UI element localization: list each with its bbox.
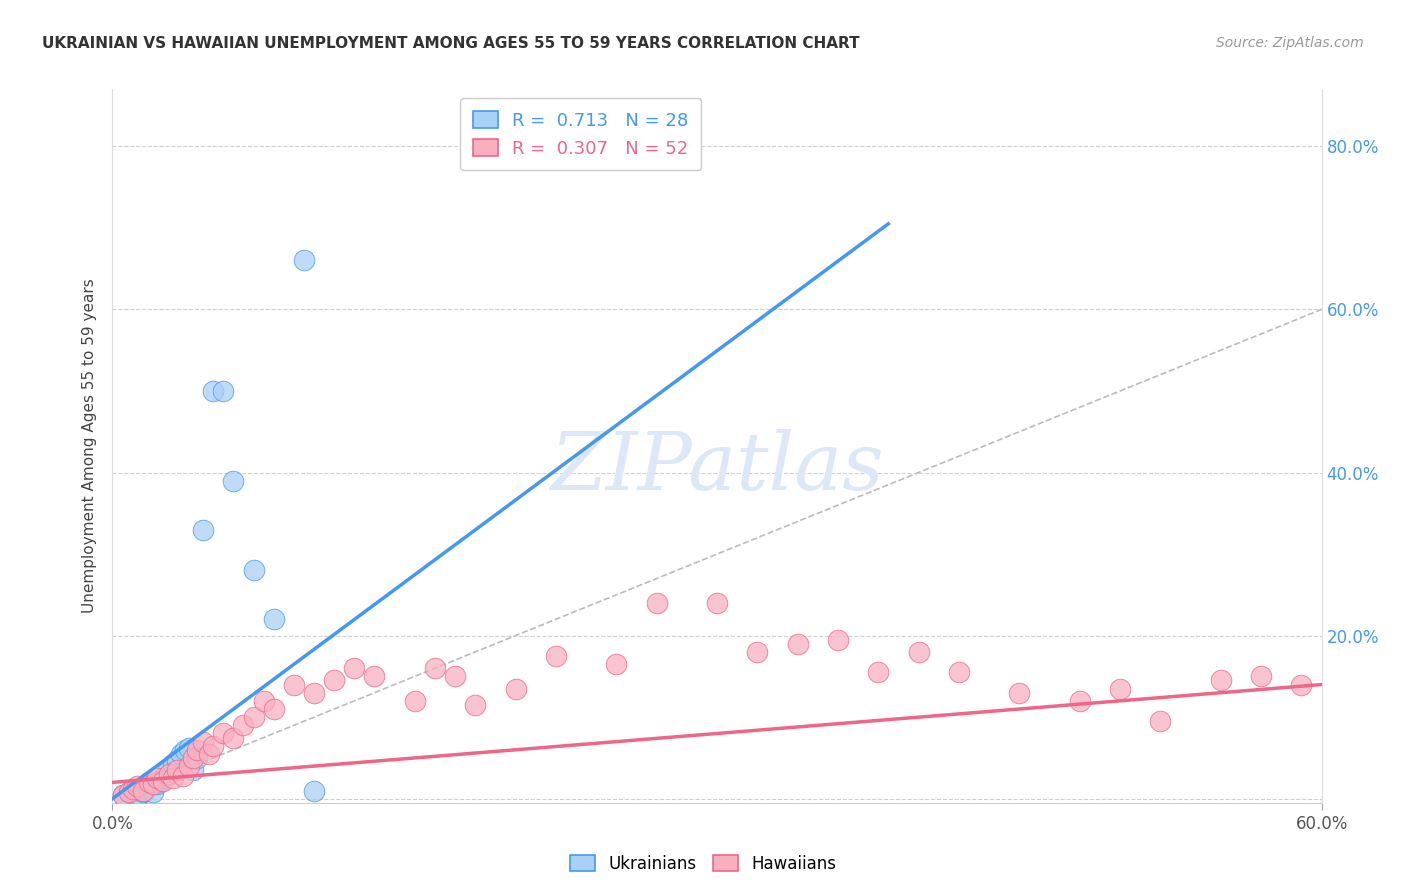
Point xyxy=(302,686,325,700)
Point xyxy=(343,661,366,675)
Point xyxy=(212,384,235,398)
Point xyxy=(177,741,200,756)
Point xyxy=(706,596,728,610)
Point xyxy=(1291,677,1313,691)
Y-axis label: Unemployment Among Ages 55 to 59 years: Unemployment Among Ages 55 to 59 years xyxy=(82,278,97,614)
Point xyxy=(152,773,174,788)
Point xyxy=(132,783,155,797)
Point xyxy=(464,698,486,712)
Point xyxy=(157,767,180,781)
Legend: Ukrainians, Hawaiians: Ukrainians, Hawaiians xyxy=(564,848,842,880)
Point xyxy=(323,673,346,688)
Point xyxy=(202,384,225,398)
Point xyxy=(149,773,172,788)
Point xyxy=(645,596,668,610)
Point xyxy=(138,775,160,789)
Text: ZIPatlas: ZIPatlas xyxy=(550,429,884,506)
Point xyxy=(423,661,446,675)
Point xyxy=(222,731,245,745)
Point xyxy=(138,780,160,794)
Point xyxy=(868,665,890,680)
Point xyxy=(1069,694,1091,708)
Point xyxy=(1209,673,1232,688)
Text: UKRAINIAN VS HAWAIIAN UNEMPLOYMENT AMONG AGES 55 TO 59 YEARS CORRELATION CHART: UKRAINIAN VS HAWAIIAN UNEMPLOYMENT AMONG… xyxy=(42,36,860,51)
Point xyxy=(125,781,148,796)
Point xyxy=(1008,686,1031,700)
Point xyxy=(172,769,194,783)
Point xyxy=(166,753,188,767)
Point xyxy=(1250,669,1272,683)
Point xyxy=(117,785,139,799)
Point xyxy=(181,751,204,765)
Point xyxy=(202,739,225,753)
Point xyxy=(605,657,627,672)
Point xyxy=(162,757,184,772)
Point xyxy=(544,648,567,663)
Point xyxy=(212,726,235,740)
Point xyxy=(128,788,150,802)
Point xyxy=(302,783,325,797)
Point xyxy=(198,747,221,761)
Point xyxy=(827,632,849,647)
Point xyxy=(444,669,467,683)
Point xyxy=(505,681,527,696)
Point xyxy=(152,772,174,786)
Point xyxy=(292,253,315,268)
Point xyxy=(134,783,156,797)
Point xyxy=(146,777,169,791)
Point xyxy=(263,612,285,626)
Point xyxy=(242,563,264,577)
Point xyxy=(191,523,214,537)
Point xyxy=(121,783,143,797)
Point xyxy=(156,764,179,779)
Point xyxy=(222,474,245,488)
Point xyxy=(253,694,276,708)
Point xyxy=(111,788,134,802)
Point xyxy=(162,772,184,786)
Point xyxy=(121,781,143,796)
Point xyxy=(263,702,285,716)
Point xyxy=(142,785,165,799)
Point xyxy=(181,763,204,777)
Point xyxy=(363,669,385,683)
Point xyxy=(907,645,929,659)
Point xyxy=(747,645,769,659)
Point xyxy=(177,759,200,773)
Point xyxy=(1109,681,1132,696)
Point xyxy=(142,777,165,791)
Point xyxy=(146,772,169,786)
Point xyxy=(170,747,193,761)
Point xyxy=(232,718,254,732)
Point xyxy=(117,785,139,799)
Point xyxy=(111,788,134,802)
Point xyxy=(132,785,155,799)
Point xyxy=(786,637,808,651)
Point xyxy=(283,677,305,691)
Point xyxy=(186,743,208,757)
Point xyxy=(404,694,426,708)
Legend: R =  0.713   N = 28, R =  0.307   N = 52: R = 0.713 N = 28, R = 0.307 N = 52 xyxy=(460,98,702,170)
Point xyxy=(191,734,214,748)
Point xyxy=(948,665,970,680)
Point xyxy=(166,763,188,777)
Point xyxy=(174,743,197,757)
Point xyxy=(125,780,148,794)
Point xyxy=(1149,714,1171,729)
Point xyxy=(186,751,208,765)
Text: Source: ZipAtlas.com: Source: ZipAtlas.com xyxy=(1216,36,1364,50)
Point xyxy=(242,710,264,724)
